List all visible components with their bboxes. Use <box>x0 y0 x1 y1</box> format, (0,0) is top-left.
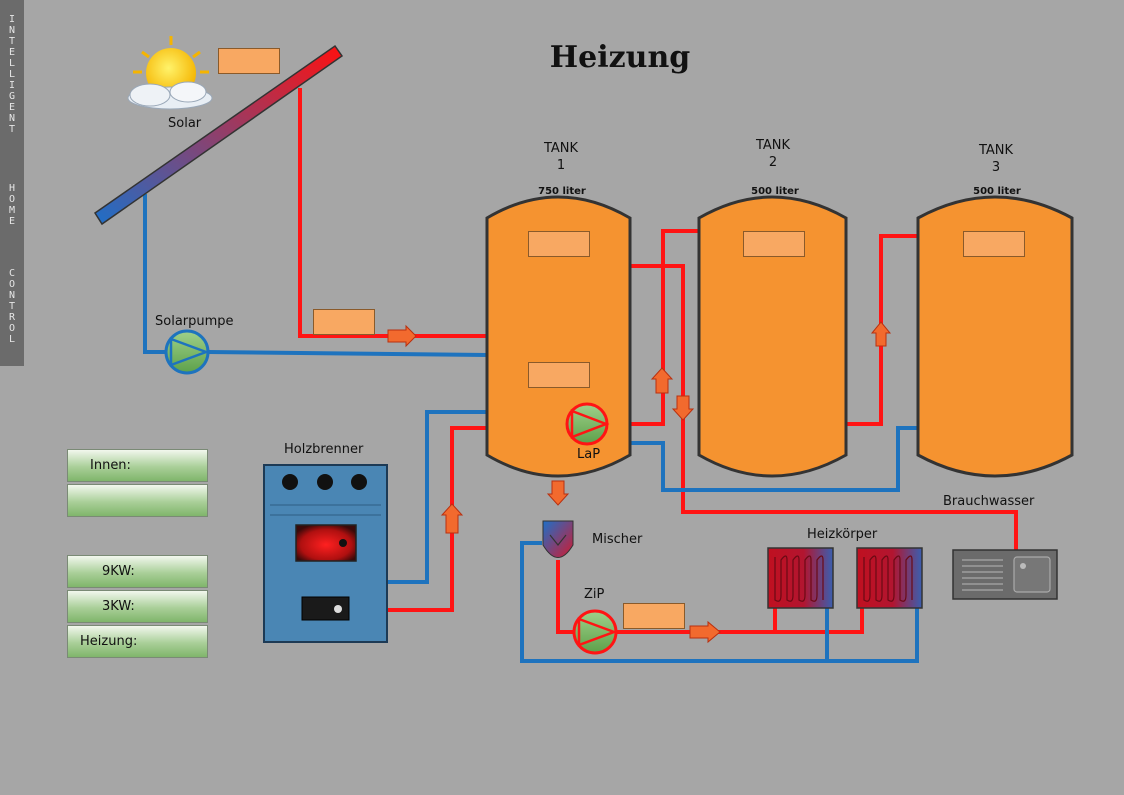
tank1-bottom-temp-display <box>528 362 590 388</box>
lap-label: LaP <box>577 447 601 462</box>
flow-arrow-right-1 <box>387 324 417 348</box>
tank-2 <box>697 195 848 478</box>
sun-icon <box>127 36 213 110</box>
pipe-solar-hot <box>298 88 487 338</box>
pipe-heating-return <box>520 541 919 663</box>
lap-pump-icon <box>565 402 610 446</box>
innen-button[interactable]: Innen: <box>67 449 208 482</box>
heizkoerper-label: Heizkörper <box>807 527 878 542</box>
page-title: Heizung <box>549 40 691 75</box>
pipe-t1-t2-hot <box>630 229 699 426</box>
heating-flow-temp-display <box>623 603 685 629</box>
tank2-capacity: 500 liter <box>751 186 799 197</box>
heizung-label: Heizung: <box>80 634 138 649</box>
solarpumpe-label: Solarpumpe <box>155 314 234 329</box>
tank2-label: TANK 2 <box>755 138 791 170</box>
pipe-t1-t2-return <box>630 264 1018 552</box>
holzbrenner-boiler <box>263 464 388 643</box>
holzbrenner-label: Holzbrenner <box>284 442 364 457</box>
solar-flow-temp-display <box>313 309 375 335</box>
flow-arrow-up-1 <box>440 503 464 534</box>
pipe-solarpumpe-return <box>207 350 488 357</box>
sink-icon <box>952 549 1058 600</box>
pipe-boiler-cold <box>386 410 487 584</box>
tank3-label: TANK 3 <box>978 143 1014 175</box>
solar-temp-display <box>218 48 280 74</box>
tank3-capacity: 500 liter <box>973 186 1021 197</box>
tank3-temp-display <box>963 231 1025 257</box>
solar-collector <box>93 44 344 226</box>
innen-value-button[interactable] <box>67 484 208 517</box>
flow-arrow-up-2 <box>650 367 674 394</box>
radiator-1 <box>767 547 834 609</box>
innen-label: Innen: <box>90 458 131 473</box>
kw3-button[interactable]: 3KW: <box>67 590 208 623</box>
radiator-2 <box>856 547 923 609</box>
tank1-capacity: 750 liter <box>538 186 586 197</box>
kw9-label: 9KW: <box>102 564 135 579</box>
brand-strip <box>0 0 24 366</box>
mixer-valve-icon <box>542 520 574 558</box>
tank2-temp-display <box>743 231 805 257</box>
flow-arrow-right-2 <box>689 620 721 644</box>
pipe-solar-cold <box>143 194 168 354</box>
mischer-label: Mischer <box>592 532 643 547</box>
solar-label: Solar <box>168 116 202 131</box>
tank-3 <box>916 195 1074 478</box>
solarpumpe-icon <box>164 329 210 375</box>
heizung-button[interactable]: Heizung: <box>67 625 208 658</box>
flow-arrow-up-3 <box>870 321 892 347</box>
tank1-top-temp-display <box>528 231 590 257</box>
brauchwasser-label: Brauchwasser <box>943 494 1035 509</box>
flow-arrow-down-2 <box>546 480 570 506</box>
pipe-t1-t3-cold <box>630 426 918 492</box>
kw9-button[interactable]: 9KW: <box>67 555 208 588</box>
flow-arrow-down-1 <box>671 395 695 421</box>
zip-pump-icon <box>572 609 618 655</box>
zip-label: ZiP <box>584 587 605 602</box>
tank1-label: TANK 1 <box>543 141 579 173</box>
kw3-label: 3KW: <box>102 599 135 614</box>
